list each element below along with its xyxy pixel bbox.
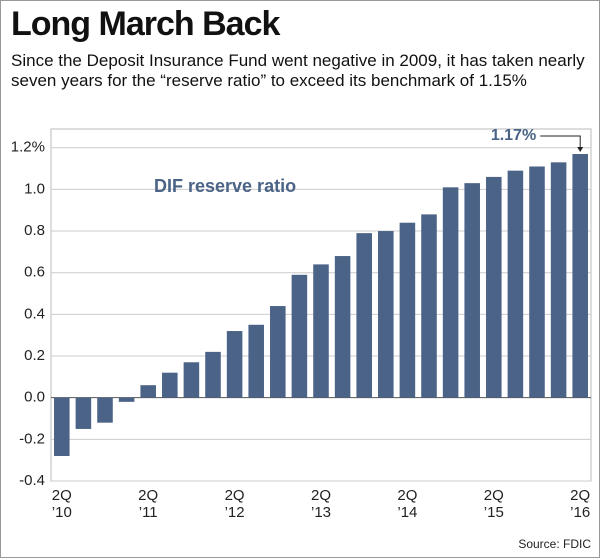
annotation-arrow (540, 135, 581, 150)
value-label: 1.17% (491, 127, 536, 144)
bar (226, 331, 243, 398)
bar (486, 176, 502, 398)
bar (75, 397, 92, 429)
bar (140, 385, 156, 398)
bar (334, 256, 351, 398)
bar (356, 233, 372, 398)
y-tick-label: 0.4 (24, 305, 45, 322)
x-tick-label: 2Q ’10 (51, 487, 72, 521)
bar (572, 153, 588, 398)
x-tick-label: 2Q ’11 (138, 487, 159, 521)
x-tick-label: 2Q ’12 (224, 487, 245, 521)
bar (529, 166, 545, 398)
x-tick-label: 2Q ’13 (310, 487, 332, 521)
y-tick-label: 0.0 (24, 389, 45, 406)
series-label: DIF reserve ratio (154, 176, 296, 196)
y-tick-label: 0.6 (24, 264, 45, 281)
bar (270, 306, 286, 398)
bar (248, 324, 264, 398)
y-tick-label: 0.2 (24, 347, 45, 364)
bar (421, 214, 437, 398)
bar (399, 222, 416, 398)
bar (183, 362, 200, 398)
y-tick-label: 1.2% (11, 139, 45, 156)
x-tick-label: 2Q ’15 (483, 487, 504, 521)
bar (550, 162, 567, 398)
chart-subtitle: Since the Deposit Insurance Fund went ne… (11, 51, 585, 90)
x-tick-label: 2Q ’16 (570, 487, 591, 521)
y-tick-label: 0.8 (24, 222, 45, 239)
bar (313, 264, 329, 398)
bar (54, 397, 70, 457)
y-tick-label: -0.2 (19, 430, 45, 447)
bar (97, 397, 113, 423)
bar (205, 351, 221, 398)
bar (378, 231, 394, 398)
bar (442, 187, 459, 398)
arrow-head (577, 146, 584, 152)
y-tick-label: 1.0 (24, 180, 45, 197)
bar (464, 183, 480, 398)
bar (162, 372, 178, 398)
source: Source: FDIC (518, 537, 591, 551)
chart-title: Long March Back (11, 5, 280, 43)
y-tick-label: -0.4 (19, 472, 45, 489)
bar (507, 170, 524, 398)
bar (118, 397, 135, 402)
bar (291, 274, 308, 398)
x-tick-label: 2Q ’14 (397, 487, 418, 521)
